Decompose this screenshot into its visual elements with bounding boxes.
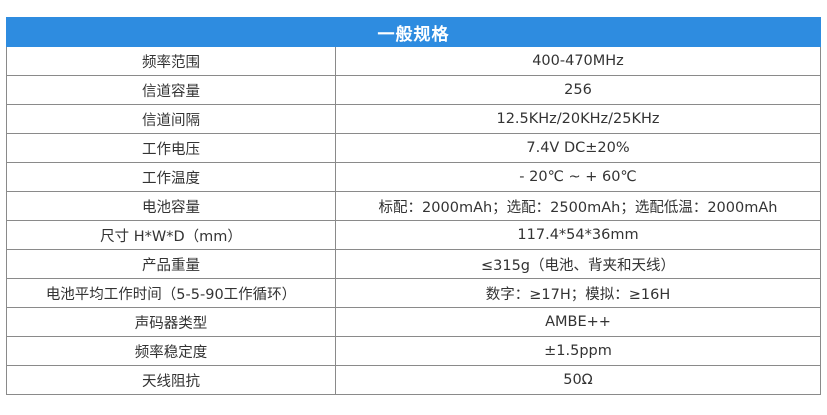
spec-label: 工作温度 bbox=[6, 162, 336, 192]
spec-label: 频率稳定度 bbox=[6, 336, 336, 366]
spec-label: 产品重量 bbox=[6, 249, 336, 279]
table-row: 工作电压 7.4V DC±20% bbox=[6, 133, 821, 163]
spec-label: 天线阻抗 bbox=[6, 365, 336, 395]
table-row: 信道间隔 12.5KHz/20KHz/25KHz bbox=[6, 104, 821, 134]
table-row: 尺寸 H*W*D（mm） 117.4*54*36mm bbox=[6, 220, 821, 250]
spec-label: 信道间隔 bbox=[6, 104, 336, 134]
spec-value: ±1.5ppm bbox=[335, 336, 821, 366]
spec-value: 50Ω bbox=[335, 365, 821, 395]
spec-value: 256 bbox=[335, 75, 821, 105]
spec-value: 400-470MHz bbox=[335, 46, 821, 76]
table-row: 频率稳定度 ±1.5ppm bbox=[6, 336, 821, 366]
table-row: 产品重量 ≤315g（电池、背夹和天线） bbox=[6, 249, 821, 279]
spec-label: 声码器类型 bbox=[6, 307, 336, 337]
spec-value: 标配：2000mAh；选配：2500mAh；选配低温：2000mAh bbox=[335, 191, 821, 221]
table-row: 声码器类型 AMBE++ bbox=[6, 307, 821, 337]
table-row: 电池容量 标配：2000mAh；选配：2500mAh；选配低温：2000mAh bbox=[6, 191, 821, 221]
spec-label: 频率范围 bbox=[6, 46, 336, 76]
table-row: 信道容量 256 bbox=[6, 75, 821, 105]
table-row: 天线阻抗 50Ω bbox=[6, 365, 821, 395]
spec-value: 117.4*54*36mm bbox=[335, 220, 821, 250]
spec-label: 电池平均工作时间（5-5-90工作循环） bbox=[6, 278, 336, 308]
table-body: 频率范围 400-470MHz 信道容量 256 信道间隔 12.5KHz/20KHz/2… bbox=[6, 46, 821, 395]
table-header-row: 一般规格 bbox=[6, 17, 821, 47]
table-title: 一般规格 bbox=[6, 17, 821, 47]
table-row: 工作温度 - 20℃ ~ + 60℃ bbox=[6, 162, 821, 192]
table-row: 电池平均工作时间（5-5-90工作循环） 数字：≥17H；模拟：≥16H bbox=[6, 278, 821, 308]
spec-label: 尺寸 H*W*D（mm） bbox=[6, 220, 336, 250]
spec-value: 数字：≥17H；模拟：≥16H bbox=[335, 278, 821, 308]
spec-label: 工作电压 bbox=[6, 133, 336, 163]
spec-value: 12.5KHz/20KHz/25KHz bbox=[335, 104, 821, 134]
table-row: 频率范围 400-470MHz bbox=[6, 46, 821, 76]
spec-label: 电池容量 bbox=[6, 191, 336, 221]
spec-value: AMBE++ bbox=[335, 307, 821, 337]
spec-table: 一般规格 频率范围 400-470MHz 信道容量 256 信道间隔 12.5KHz/20… bbox=[6, 17, 821, 395]
spec-label: 信道容量 bbox=[6, 75, 336, 105]
spec-value: 7.4V DC±20% bbox=[335, 133, 821, 163]
spec-value: ≤315g（电池、背夹和天线） bbox=[335, 249, 821, 279]
spec-value: - 20℃ ~ + 60℃ bbox=[335, 162, 821, 192]
